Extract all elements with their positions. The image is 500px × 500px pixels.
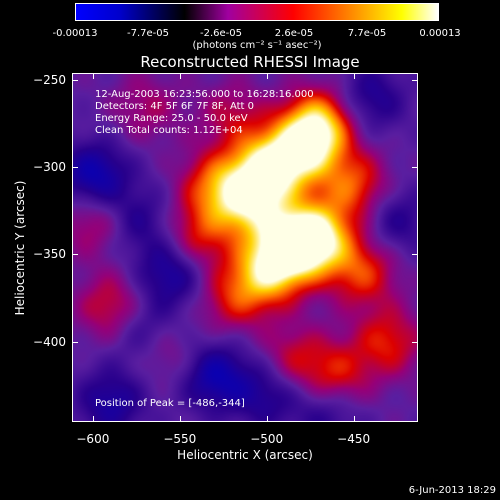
y-tick-mark xyxy=(412,341,418,343)
x-axis-label: Heliocentric X (arcsec) xyxy=(177,448,313,462)
y-tick-mark xyxy=(412,167,418,169)
y-tick-label: −350 xyxy=(33,247,66,262)
x-tick-mark xyxy=(266,416,268,422)
plot-area: 12-Aug-2003 16:23:56.000 to 16:28:16.000… xyxy=(72,73,418,422)
x-tick-mark xyxy=(179,416,181,422)
y-axis-label: Heliocentric Y (arcsec) xyxy=(13,180,27,316)
colorbar-tick-label: 0.00013 xyxy=(419,28,461,39)
x-tick-label: −450 xyxy=(337,432,371,446)
y-tick-mark xyxy=(72,167,78,169)
colorbar-tick-label: 7.7e-05 xyxy=(347,28,387,39)
x-tick-mark xyxy=(179,73,181,79)
y-tick-mark xyxy=(72,341,78,343)
x-tick-mark xyxy=(92,73,94,79)
colorbar-tick-label: -7.7e-05 xyxy=(127,28,169,39)
energy-range-annotation: Energy Range: 25.0 - 50.0 keV xyxy=(95,113,248,124)
rhessi-image xyxy=(73,74,417,421)
y-tick-label: −250 xyxy=(33,72,66,87)
time-range-annotation: 12-Aug-2003 16:23:56.000 to 16:28:16.000 xyxy=(95,89,314,100)
x-tick-label: −500 xyxy=(250,432,284,446)
y-tick-mark xyxy=(72,254,78,256)
y-tick-label: −400 xyxy=(33,334,66,349)
x-tick-label: −550 xyxy=(163,432,197,446)
chart-title: Reconstructed RHESSI Image xyxy=(140,53,360,71)
colorbar-units: (photons cm⁻² s⁻¹ asec⁻²) xyxy=(192,40,322,51)
detectors-annotation: Detectors: 4F 5F 6F 7F 8F, Att 0 xyxy=(95,101,255,112)
x-tick-mark xyxy=(266,73,268,79)
peak-position-annotation: Position of Peak = [-486,-344] xyxy=(95,398,245,409)
x-tick-mark xyxy=(92,416,94,422)
x-tick-mark xyxy=(353,73,355,79)
colorbar-tick-label: -2.6e-05 xyxy=(200,28,242,39)
colorbar-tick-label: 2.6e-05 xyxy=(274,28,314,39)
algorithm-annotation: Clean Total counts: 1.12E+04 xyxy=(95,125,243,136)
y-tick-mark xyxy=(72,79,78,81)
colorbar xyxy=(75,3,439,21)
x-tick-label: −600 xyxy=(76,432,110,446)
y-tick-mark xyxy=(412,254,418,256)
y-tick-mark xyxy=(412,79,418,81)
colorbar-tick-label: -0.00013 xyxy=(52,28,98,39)
footer-date: 6-Jun-2013 18:29 xyxy=(408,485,496,496)
x-tick-mark xyxy=(353,416,355,422)
y-tick-label: −300 xyxy=(33,160,66,175)
